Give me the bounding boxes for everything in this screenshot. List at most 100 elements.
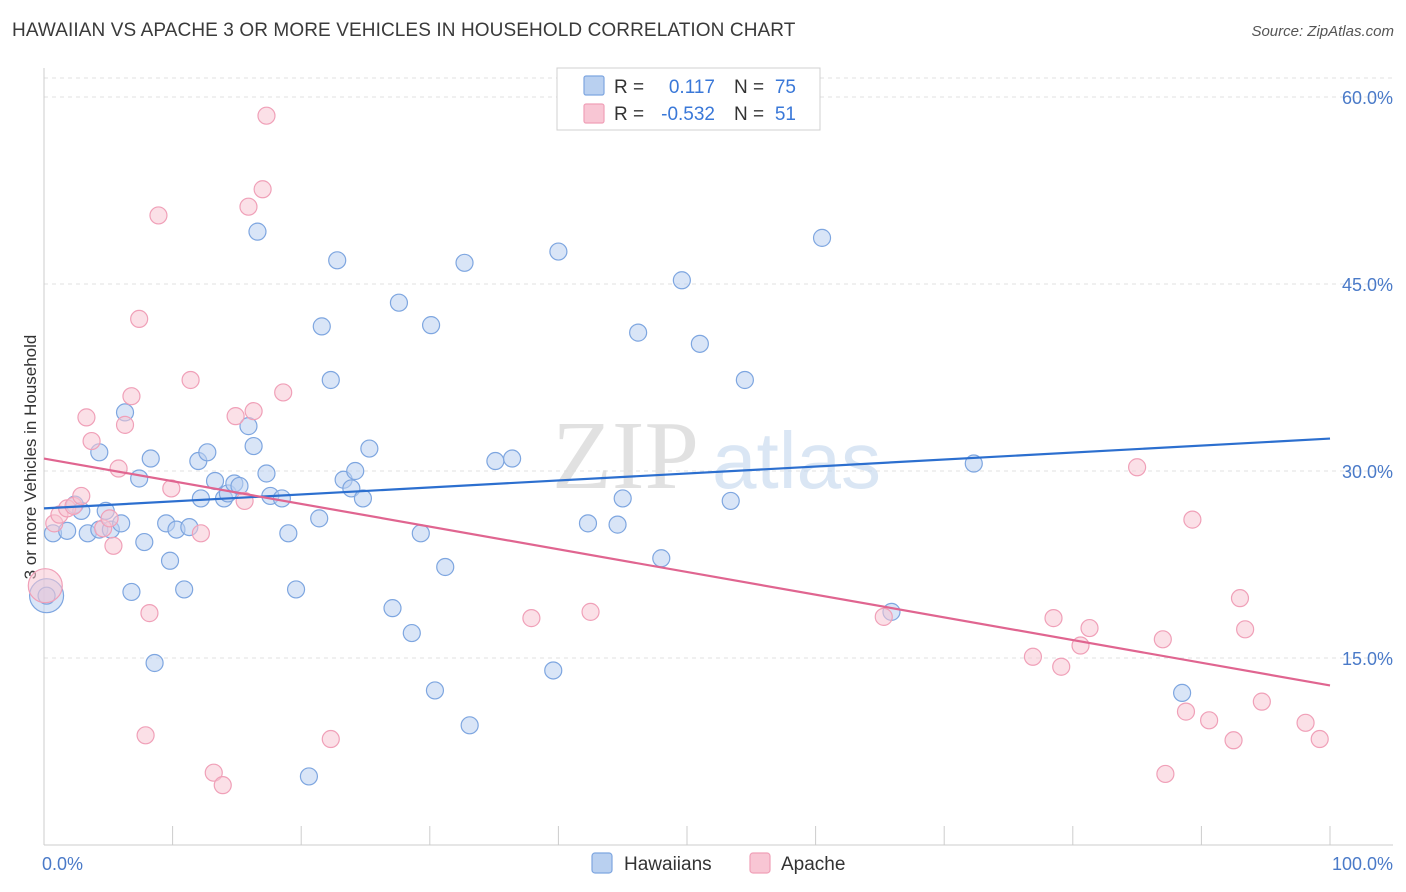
legend-r-label-hawaiians: R = bbox=[614, 77, 644, 98]
source-label: Source: ZipAtlas.com bbox=[1251, 23, 1394, 40]
point-apache-30 bbox=[321, 729, 340, 749]
legend-r-value-hawaiians: 0.117 bbox=[669, 77, 715, 98]
point-apache-22 bbox=[213, 776, 232, 795]
point-hawaiians-72 bbox=[964, 454, 983, 473]
point-hawaiians-58 bbox=[503, 449, 522, 468]
point-hawaiians-32 bbox=[248, 222, 267, 241]
legend-swatch-apache bbox=[583, 103, 605, 124]
point-hawaiians-63 bbox=[613, 489, 632, 508]
legend-r-label-apache: R = bbox=[614, 104, 644, 125]
point-hawaiians-13 bbox=[130, 469, 149, 488]
point-apache-20 bbox=[191, 524, 210, 543]
point-hawaiians-41 bbox=[321, 370, 340, 390]
point-hawaiians-48 bbox=[383, 599, 402, 618]
point-hawaiians-54 bbox=[436, 557, 455, 577]
point-apache-17 bbox=[149, 206, 168, 225]
trend-line-apache bbox=[43, 457, 1331, 687]
chart-title: HAWAIIAN VS APACHE 3 OR MORE VEHICLES IN… bbox=[12, 20, 796, 41]
point-apache-28 bbox=[257, 106, 276, 125]
legend-swatch-bottom-hawaiians bbox=[591, 852, 613, 874]
point-apache-21 bbox=[204, 763, 223, 782]
point-hawaiians-67 bbox=[690, 334, 709, 353]
trend-lines bbox=[43, 437, 1331, 687]
legend-n-value-apache: 51 bbox=[775, 104, 796, 125]
point-apache-50 bbox=[1310, 729, 1329, 749]
point-apache-5 bbox=[72, 486, 91, 506]
point-hawaiians-65 bbox=[652, 549, 671, 568]
point-hawaiians-68 bbox=[721, 491, 740, 511]
point-hawaiians-39 bbox=[310, 509, 329, 528]
point-hawaiians-61 bbox=[578, 514, 598, 533]
point-hawaiians-46 bbox=[353, 489, 373, 508]
point-apache-6 bbox=[77, 408, 96, 427]
point-apache-25 bbox=[239, 197, 258, 216]
point-hawaiians-64 bbox=[629, 323, 648, 342]
point-apache-7 bbox=[82, 431, 101, 451]
point-apache-41 bbox=[1156, 764, 1175, 784]
point-apache-34 bbox=[1023, 647, 1043, 666]
point-hawaiians-60 bbox=[549, 242, 568, 261]
point-hawaiians-70 bbox=[812, 228, 832, 247]
point-hawaiians-14 bbox=[135, 532, 154, 552]
point-apache-16 bbox=[140, 604, 159, 623]
point-apache-44 bbox=[1200, 711, 1219, 730]
point-apache-43 bbox=[1183, 510, 1202, 529]
point-apache-23 bbox=[226, 407, 245, 426]
point-hawaiians-36 bbox=[279, 524, 298, 543]
gridlines bbox=[44, 77, 1393, 659]
point-apache-11 bbox=[109, 459, 128, 478]
legend-swatch-bottom-apache bbox=[749, 852, 771, 874]
point-hawaiians-18 bbox=[160, 551, 180, 570]
point-apache-36 bbox=[1052, 657, 1071, 676]
point-hawaiians-52 bbox=[421, 316, 441, 335]
y-tick-label-45: 45.0% bbox=[1342, 275, 1393, 295]
point-apache-33 bbox=[874, 607, 893, 626]
point-apache-14 bbox=[130, 309, 149, 329]
point-hawaiians-16 bbox=[145, 653, 164, 673]
point-hawaiians-49 bbox=[389, 293, 409, 312]
legend-label-hawaiians: Hawaiians bbox=[624, 854, 712, 875]
point-hawaiians-23 bbox=[191, 489, 210, 508]
point-apache-47 bbox=[1236, 620, 1255, 639]
legend-n-label-hawaiians: N = bbox=[734, 77, 764, 98]
point-apache-19 bbox=[181, 370, 200, 390]
legend-n-label-apache: N = bbox=[734, 104, 764, 125]
x-tick-label-max: 100.0% bbox=[1332, 854, 1393, 874]
point-hawaiians-50 bbox=[402, 623, 421, 643]
point-hawaiians-55 bbox=[455, 253, 474, 272]
point-apache-9 bbox=[100, 509, 119, 528]
point-hawaiians-15 bbox=[141, 449, 160, 468]
correlation-legend: R = 0.117 N = 75 R = -0.532 N = 51 bbox=[556, 67, 821, 131]
point-hawaiians-66 bbox=[672, 271, 691, 290]
legend-swatch-hawaiians bbox=[583, 75, 605, 96]
legend-n-value-hawaiians: 75 bbox=[775, 77, 796, 98]
point-hawaiians-62 bbox=[608, 515, 627, 534]
point-apache-45 bbox=[1224, 731, 1243, 750]
point-apache-26 bbox=[244, 402, 263, 421]
point-hawaiians-12 bbox=[122, 582, 141, 602]
point-hawaiians-45 bbox=[346, 461, 365, 481]
point-hawaiians-31 bbox=[244, 436, 263, 456]
series-legend: Hawaiians Apache bbox=[591, 852, 845, 875]
point-hawaiians-37 bbox=[286, 580, 306, 599]
point-hawaiians-56 bbox=[460, 716, 479, 735]
point-apache-42 bbox=[1176, 702, 1196, 721]
point-apache-29 bbox=[274, 383, 293, 402]
y-tick-label-15: 15.0% bbox=[1342, 649, 1393, 669]
point-hawaiians-47 bbox=[360, 439, 379, 458]
point-hawaiians-53 bbox=[425, 681, 445, 700]
legend-r-value-apache: -0.532 bbox=[661, 104, 715, 125]
point-hawaiians-40 bbox=[312, 317, 331, 336]
point-hawaiians-73 bbox=[1173, 683, 1192, 703]
point-apache-46 bbox=[1230, 589, 1250, 608]
point-hawaiians-42 bbox=[328, 251, 347, 270]
point-apache-49 bbox=[1296, 713, 1315, 732]
point-apache-10 bbox=[104, 536, 123, 555]
point-apache-27 bbox=[253, 180, 272, 199]
point-apache-31 bbox=[522, 609, 541, 628]
point-apache-48 bbox=[1252, 692, 1271, 711]
point-apache-12 bbox=[115, 415, 135, 434]
point-apache-15 bbox=[136, 726, 155, 745]
point-hawaiians-20 bbox=[175, 580, 194, 599]
